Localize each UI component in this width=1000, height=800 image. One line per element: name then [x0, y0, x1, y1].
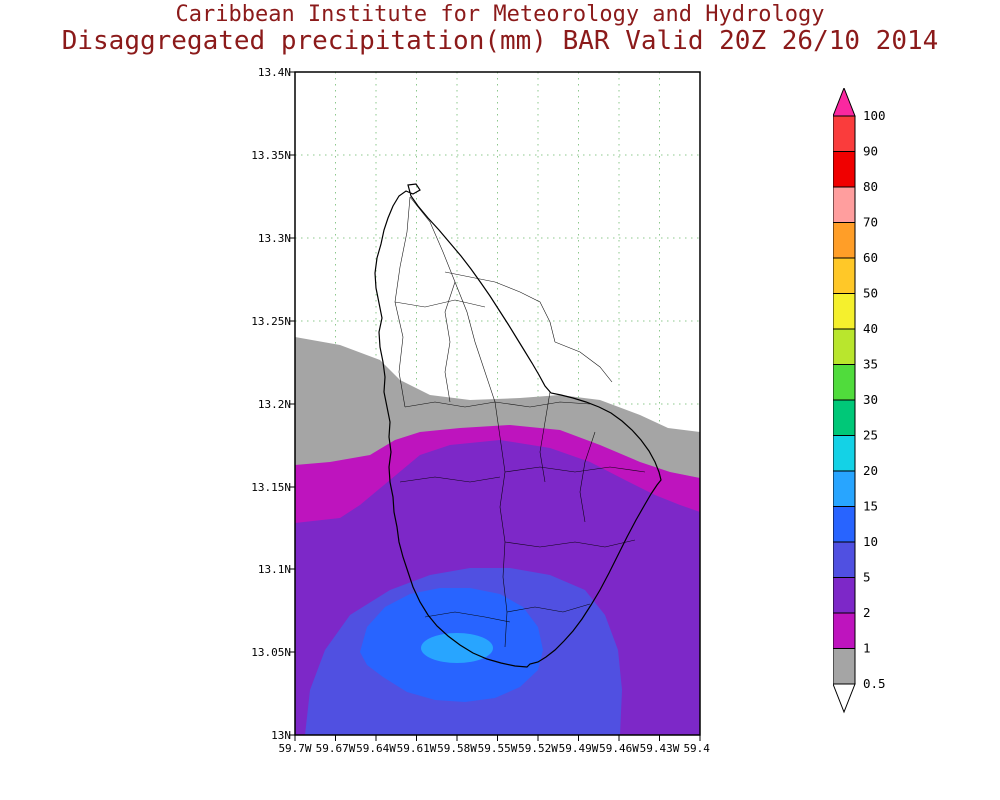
colorbar-segment	[833, 612, 856, 649]
map-frame	[289, 71, 701, 741]
precip-fill-lightblue	[421, 633, 493, 663]
colorbar-top-triangle	[833, 88, 856, 117]
colorbar-label: 90	[863, 144, 878, 159]
colorbar-segment	[833, 506, 856, 543]
colorbar-label: 2	[863, 605, 871, 620]
watershed-boundaries	[394, 196, 646, 648]
lat-tick-label: 13.35N	[251, 149, 291, 162]
lat-tick-label: 13.15N	[251, 481, 291, 494]
lat-tick-label: 13.4N	[258, 66, 291, 79]
precip-map: 13.4N 13.35N 13.3N 13.25N 13.2N 13.15N 1…	[251, 66, 710, 755]
lat-tick-label: 13N	[271, 729, 291, 742]
colorbar-segment	[833, 151, 856, 188]
colorbar-segment	[833, 470, 856, 507]
colorbar-label: 60	[863, 250, 878, 265]
colorbar-segment	[833, 577, 856, 614]
colorbar-label: 10	[863, 534, 878, 549]
colorbar-segment	[833, 222, 856, 259]
lon-tick-label: 59.7W	[278, 742, 311, 755]
colorbar-label: 100	[863, 108, 886, 123]
colorbar-segment	[833, 115, 856, 152]
colorbar-label: 15	[863, 499, 878, 514]
precip-shading	[295, 337, 700, 735]
lon-tick-label: 59.61W	[397, 742, 437, 755]
colorbar-label: 80	[863, 179, 878, 194]
colorbar-label: 5	[863, 570, 871, 585]
colorbar-segment	[833, 293, 856, 330]
colorbar-label: 35	[863, 357, 878, 372]
lat-tick-label: 13.25N	[251, 315, 291, 328]
colorbar-label: 70	[863, 215, 878, 230]
institute-title: Caribbean Institute for Meteorology and …	[175, 2, 825, 27]
lon-tick-label: 59.55W	[478, 742, 518, 755]
lon-tick-label: 59.46W	[599, 742, 639, 755]
lat-tick-label: 13.2N	[258, 398, 291, 411]
lon-tick-label: 59.49W	[559, 742, 599, 755]
colorbar-label: 1	[863, 641, 871, 656]
lat-tick-label: 13.3N	[258, 232, 291, 245]
colorbar-segment	[833, 648, 856, 685]
colorbar-segments	[833, 115, 856, 685]
lon-tick-label: 59.58W	[437, 742, 477, 755]
colorbar-label: 30	[863, 392, 878, 407]
colorbar-labels: 100 90 80 70 60 50 40 35 30 25 20 15 10 …	[863, 108, 886, 691]
lon-tick-label: 59.67W	[316, 742, 356, 755]
colorbar: 100 90 80 70 60 50 40 35 30 25 20 15 10 …	[833, 88, 886, 714]
lon-axis: 59.7W 59.67W 59.64W 59.61W 59.58W 59.55W…	[278, 742, 710, 755]
lat-axis: 13.4N 13.35N 13.3N 13.25N 13.2N 13.15N 1…	[251, 66, 291, 742]
colorbar-segment	[833, 257, 856, 294]
colorbar-label: 0.5	[863, 676, 886, 691]
colorbar-label: 20	[863, 463, 878, 478]
lon-tick-label: 59.43W	[640, 742, 680, 755]
product-title: Disaggregated precipitation(mm) BAR Vali…	[61, 26, 939, 57]
map-header: Caribbean Institute for Meteorology and …	[0, 2, 1000, 57]
colorbar-label: 40	[863, 321, 878, 336]
lon-tick-label: 59.4W	[683, 742, 710, 755]
island-coastline	[374, 183, 662, 668]
colorbar-segment	[833, 541, 856, 578]
lon-tick-label: 59.64W	[356, 742, 396, 755]
colorbar-label: 25	[863, 428, 878, 443]
colorbar-segment	[833, 328, 856, 365]
colorbar-segment	[833, 399, 856, 436]
colorbar-segment	[833, 364, 856, 401]
colorbar-segment	[833, 186, 856, 223]
colorbar-segment	[833, 435, 856, 472]
colorbar-label: 50	[863, 286, 878, 301]
lat-tick-label: 13.05N	[251, 646, 291, 659]
lon-tick-label: 59.52W	[518, 742, 558, 755]
lat-tick-label: 13.1N	[258, 563, 291, 576]
colorbar-bottom-triangle	[833, 683, 856, 714]
